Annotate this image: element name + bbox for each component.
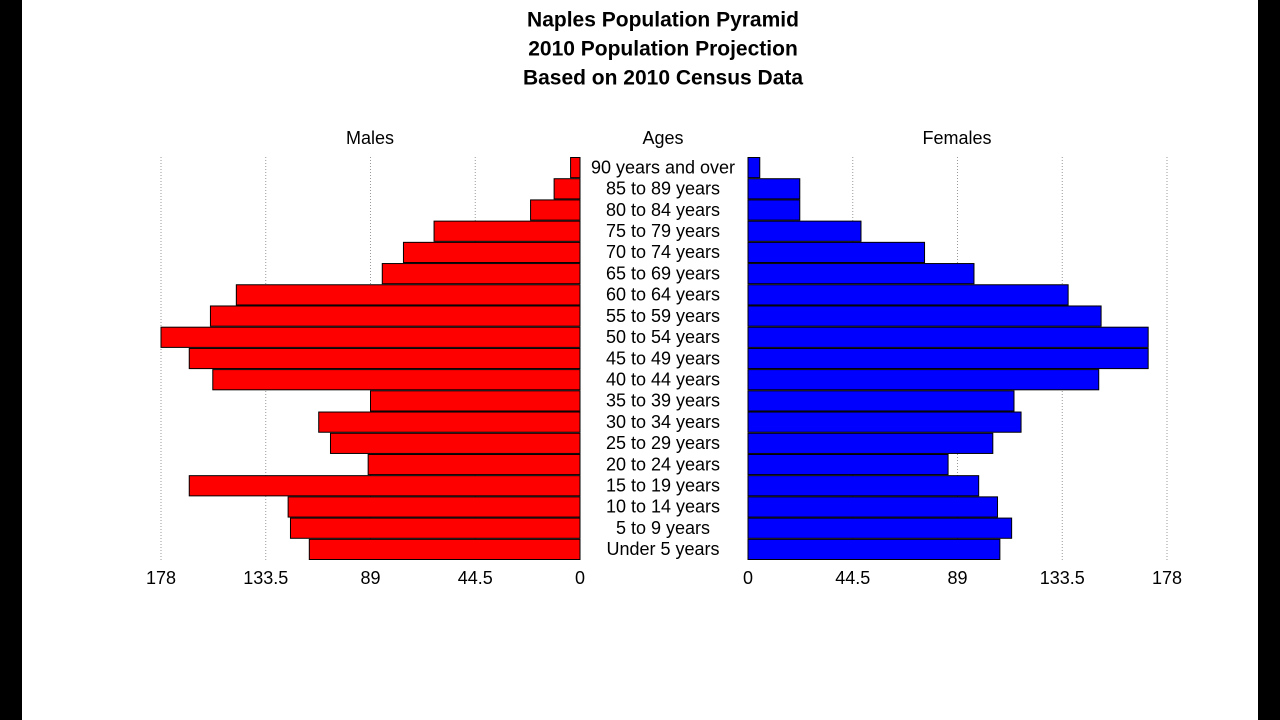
x-tick-label: 133.5 — [1040, 568, 1085, 588]
bar — [747, 538, 1001, 561]
x-tick-label: 0 — [743, 568, 753, 588]
category-label: 15 to 19 years — [606, 476, 720, 496]
bar — [433, 220, 581, 242]
bar — [188, 347, 581, 370]
category-label: 90 years and over — [591, 157, 735, 177]
bar — [209, 305, 581, 327]
bar — [747, 496, 999, 518]
bar — [289, 517, 581, 539]
bar — [287, 496, 581, 518]
bar — [402, 241, 581, 264]
bar — [747, 432, 994, 454]
bar — [160, 326, 581, 348]
bar — [747, 199, 801, 221]
bar — [747, 157, 761, 179]
bar — [370, 390, 581, 412]
category-label: 30 to 34 years — [606, 412, 720, 432]
bar — [381, 263, 581, 285]
bar — [329, 432, 581, 454]
category-label: 70 to 74 years — [606, 242, 720, 262]
category-label: 85 to 89 years — [606, 179, 720, 199]
x-tick-label: 0 — [575, 568, 585, 588]
category-header: Ages — [642, 128, 683, 148]
category-label: 10 to 14 years — [606, 497, 720, 517]
category-label: 45 to 49 years — [606, 348, 720, 368]
bar — [570, 157, 581, 179]
category-label: Under 5 years — [606, 539, 719, 559]
bar — [318, 411, 581, 433]
bar — [747, 517, 1013, 539]
bar — [747, 390, 1015, 412]
bar — [747, 453, 949, 476]
series-header: Males — [346, 128, 394, 148]
category-label: 35 to 39 years — [606, 391, 720, 411]
series-header: Females — [922, 128, 991, 148]
bar — [747, 369, 1100, 391]
bar — [367, 453, 581, 476]
x-tick-label: 133.5 — [243, 568, 288, 588]
category-label: 25 to 29 years — [606, 433, 720, 453]
bar — [747, 241, 926, 264]
labels: 0 0 44.5 44.5 89 89 133.5 133.5 178 178 90 years a… — [146, 157, 1182, 587]
bar — [747, 284, 1069, 306]
chart-title: Naples Population Pyramid — [527, 9, 799, 32]
bar — [747, 411, 1022, 433]
bar — [188, 475, 581, 497]
category-label: 50 to 54 years — [606, 327, 720, 347]
category-label: 5 to 9 years — [616, 518, 710, 538]
bar — [747, 263, 975, 285]
category-label: 55 to 59 years — [606, 306, 720, 326]
bar — [308, 538, 581, 561]
category-label: 40 to 44 years — [606, 369, 720, 389]
category-label: 80 to 84 years — [606, 200, 720, 220]
bar — [747, 475, 980, 497]
x-tick-label: 89 — [947, 568, 967, 588]
category-label: 75 to 79 years — [606, 221, 720, 241]
category-label: 65 to 69 years — [606, 263, 720, 283]
bar — [747, 220, 862, 242]
bar — [747, 347, 1149, 370]
category-label: 60 to 64 years — [606, 285, 720, 305]
chart-title: Based on 2010 Census Data — [523, 67, 803, 90]
x-tick-label: 178 — [146, 568, 176, 588]
chart-title: 2010 Population Projection — [528, 38, 798, 61]
bar — [212, 369, 581, 391]
bar — [747, 305, 1102, 327]
x-tick-label: 44.5 — [835, 568, 870, 588]
bars — [160, 157, 1149, 561]
bar — [530, 199, 581, 221]
bar — [747, 178, 801, 200]
x-tick-label: 44.5 — [458, 568, 493, 588]
x-tick-label: 89 — [360, 568, 380, 588]
bar — [747, 326, 1149, 348]
x-tick-label: 178 — [1152, 568, 1182, 588]
bar — [235, 284, 581, 306]
bar — [553, 178, 581, 200]
category-label: 20 to 24 years — [606, 454, 720, 474]
